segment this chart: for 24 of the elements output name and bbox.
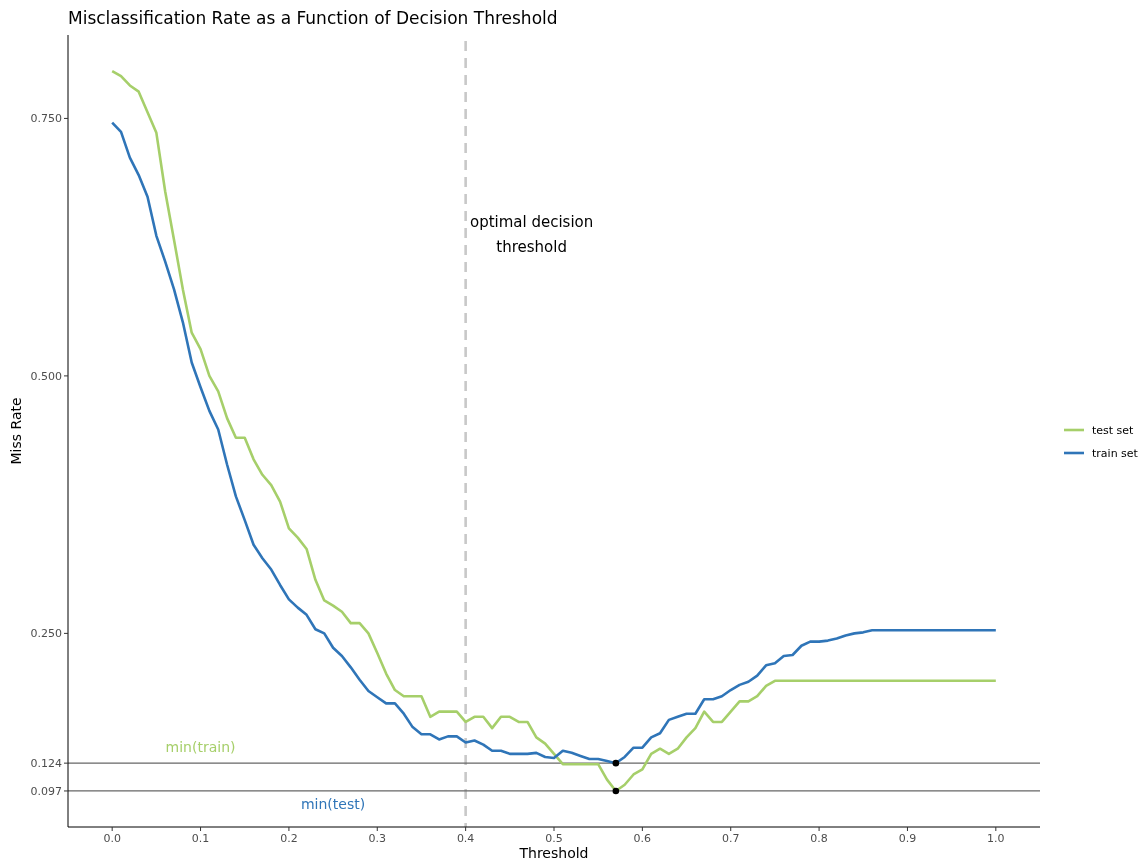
y-tick-label: 0.500 xyxy=(30,369,62,383)
ref-line-label: optimal decision threshold xyxy=(469,213,594,256)
x-tick-label: 0.3 xyxy=(368,832,387,845)
y-axis-title: Miss Rate xyxy=(8,397,24,465)
x-tick-label: 0.5 xyxy=(545,832,563,845)
chart-title: Misclassification Rate as a Function of Decision Threshold xyxy=(68,8,558,28)
x-tick-label: 0.6 xyxy=(633,832,652,845)
legend-label: test set xyxy=(1092,424,1135,437)
y-tick-label: 0.124 xyxy=(30,757,62,771)
y-tick-label: 0.097 xyxy=(30,784,62,798)
x-tick-label: 0.2 xyxy=(280,832,298,845)
y-tick-label: 0.750 xyxy=(30,112,62,126)
x-tick-label: 0.9 xyxy=(898,832,917,845)
annotation: min(test) xyxy=(300,795,366,812)
x-axis-title: Threshold xyxy=(518,845,589,861)
x-tick-label: 1.0 xyxy=(987,832,1005,845)
y-tick-label: 0.250 xyxy=(30,627,62,641)
x-tick-label: 0.1 xyxy=(191,832,210,845)
x-tick-label: 0.8 xyxy=(810,832,828,845)
x-tick-label: 0.0 xyxy=(103,832,121,845)
legend-label: train set xyxy=(1092,447,1139,460)
annotation: min(train) xyxy=(165,739,236,756)
x-tick-label: 0.7 xyxy=(721,832,740,845)
x-tick-label: 0.4 xyxy=(456,832,475,845)
